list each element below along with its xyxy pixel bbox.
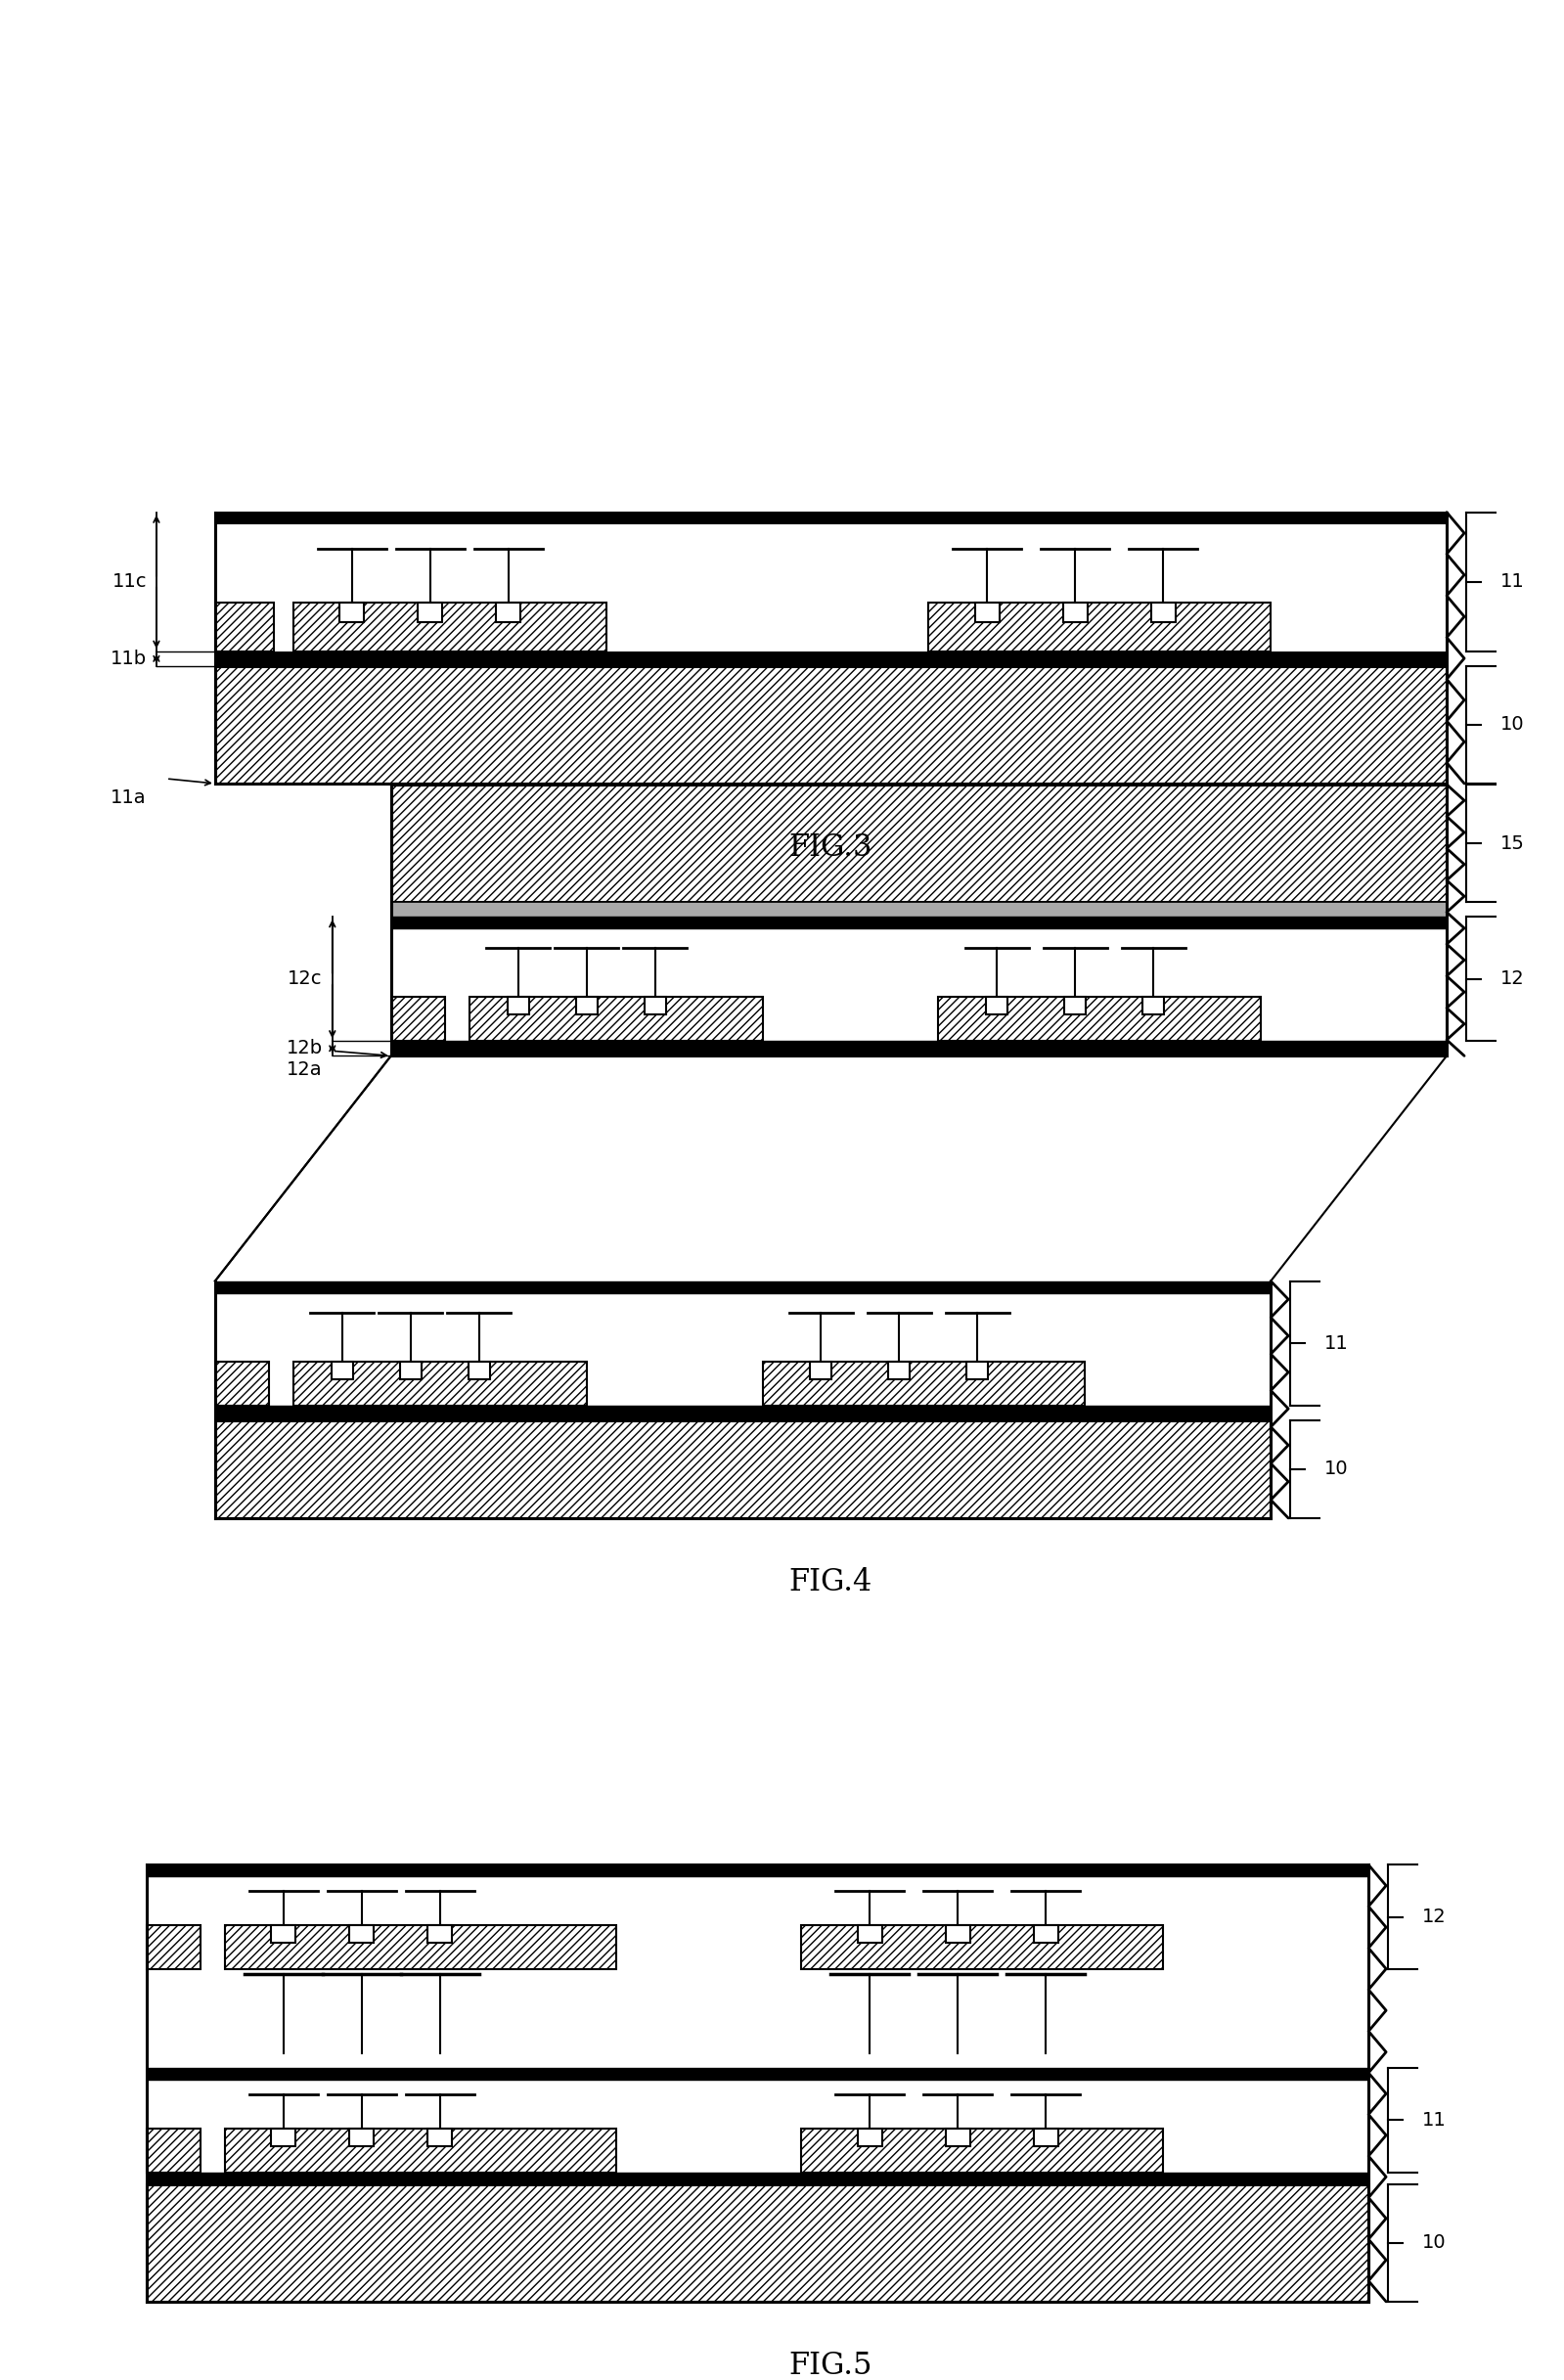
Bar <box>294 602 605 652</box>
Bar <box>216 602 274 652</box>
Bar <box>147 2128 200 2173</box>
Bar <box>147 2185 1368 2301</box>
Bar <box>967 1361 988 1378</box>
Bar <box>427 1925 452 1942</box>
Bar <box>418 602 443 621</box>
Bar <box>225 1925 616 1971</box>
Text: 11a: 11a <box>111 788 147 807</box>
Text: 11: 11 <box>1325 1333 1348 1352</box>
Bar <box>216 1361 269 1407</box>
Bar <box>400 1361 421 1378</box>
Bar <box>802 1925 1164 1971</box>
Text: FIG.5: FIG.5 <box>790 2351 873 2380</box>
Bar <box>763 1361 1085 1407</box>
Text: 12a: 12a <box>286 1061 322 1078</box>
Text: 11c: 11c <box>113 574 147 590</box>
Bar <box>349 1925 374 1942</box>
Bar <box>147 1866 1368 1875</box>
Bar <box>1034 1925 1059 1942</box>
Bar <box>468 1361 490 1378</box>
Bar <box>147 2068 1368 2080</box>
Text: FIG.4: FIG.4 <box>790 1566 873 1597</box>
Bar <box>857 1925 882 1942</box>
Bar <box>216 1280 1270 1292</box>
Bar <box>216 512 1447 524</box>
Bar <box>1064 602 1087 621</box>
Bar <box>929 602 1270 652</box>
Bar <box>216 666 1447 783</box>
Bar <box>271 2128 296 2147</box>
Bar <box>946 2128 970 2147</box>
Text: 12c: 12c <box>288 969 322 988</box>
Bar <box>496 602 521 621</box>
Bar <box>391 916 1447 928</box>
Bar <box>1065 997 1085 1014</box>
Bar <box>391 1040 1447 1057</box>
Bar <box>810 1361 832 1378</box>
Bar <box>216 1421 1270 1518</box>
Bar <box>391 785 1447 902</box>
Bar <box>332 1361 353 1378</box>
Bar <box>294 1361 586 1407</box>
Bar <box>507 997 529 1014</box>
Bar <box>1143 997 1164 1014</box>
Bar <box>938 997 1261 1040</box>
Bar <box>644 997 666 1014</box>
Bar <box>147 2173 1368 2185</box>
Bar <box>469 997 763 1040</box>
Text: 11: 11 <box>1500 574 1525 590</box>
Bar <box>576 997 597 1014</box>
Text: 11b: 11b <box>111 650 147 669</box>
Bar <box>216 1407 1270 1421</box>
Bar <box>349 2128 374 2147</box>
Bar <box>987 997 1007 1014</box>
Bar <box>427 2128 452 2147</box>
Text: 10: 10 <box>1422 2232 1447 2251</box>
Bar <box>857 2128 882 2147</box>
Text: 10: 10 <box>1500 716 1525 733</box>
Bar <box>339 602 364 621</box>
Bar <box>974 602 999 621</box>
Bar <box>946 1925 970 1942</box>
Bar <box>216 652 1447 666</box>
Bar <box>147 1925 200 1971</box>
Text: 12: 12 <box>1500 969 1525 988</box>
Text: 12: 12 <box>1422 1909 1447 1925</box>
Text: 15: 15 <box>1500 833 1525 852</box>
Bar <box>802 2128 1164 2173</box>
Text: 10: 10 <box>1325 1459 1348 1478</box>
Bar <box>1151 602 1176 621</box>
Text: 12b: 12b <box>286 1040 322 1057</box>
Bar <box>391 997 444 1040</box>
Text: FIG.3: FIG.3 <box>790 833 873 864</box>
Bar <box>1034 2128 1059 2147</box>
Bar <box>391 902 1447 916</box>
Bar <box>271 1925 296 1942</box>
Text: 11: 11 <box>1422 2111 1447 2130</box>
Bar <box>888 1361 910 1378</box>
Bar <box>225 2128 616 2173</box>
